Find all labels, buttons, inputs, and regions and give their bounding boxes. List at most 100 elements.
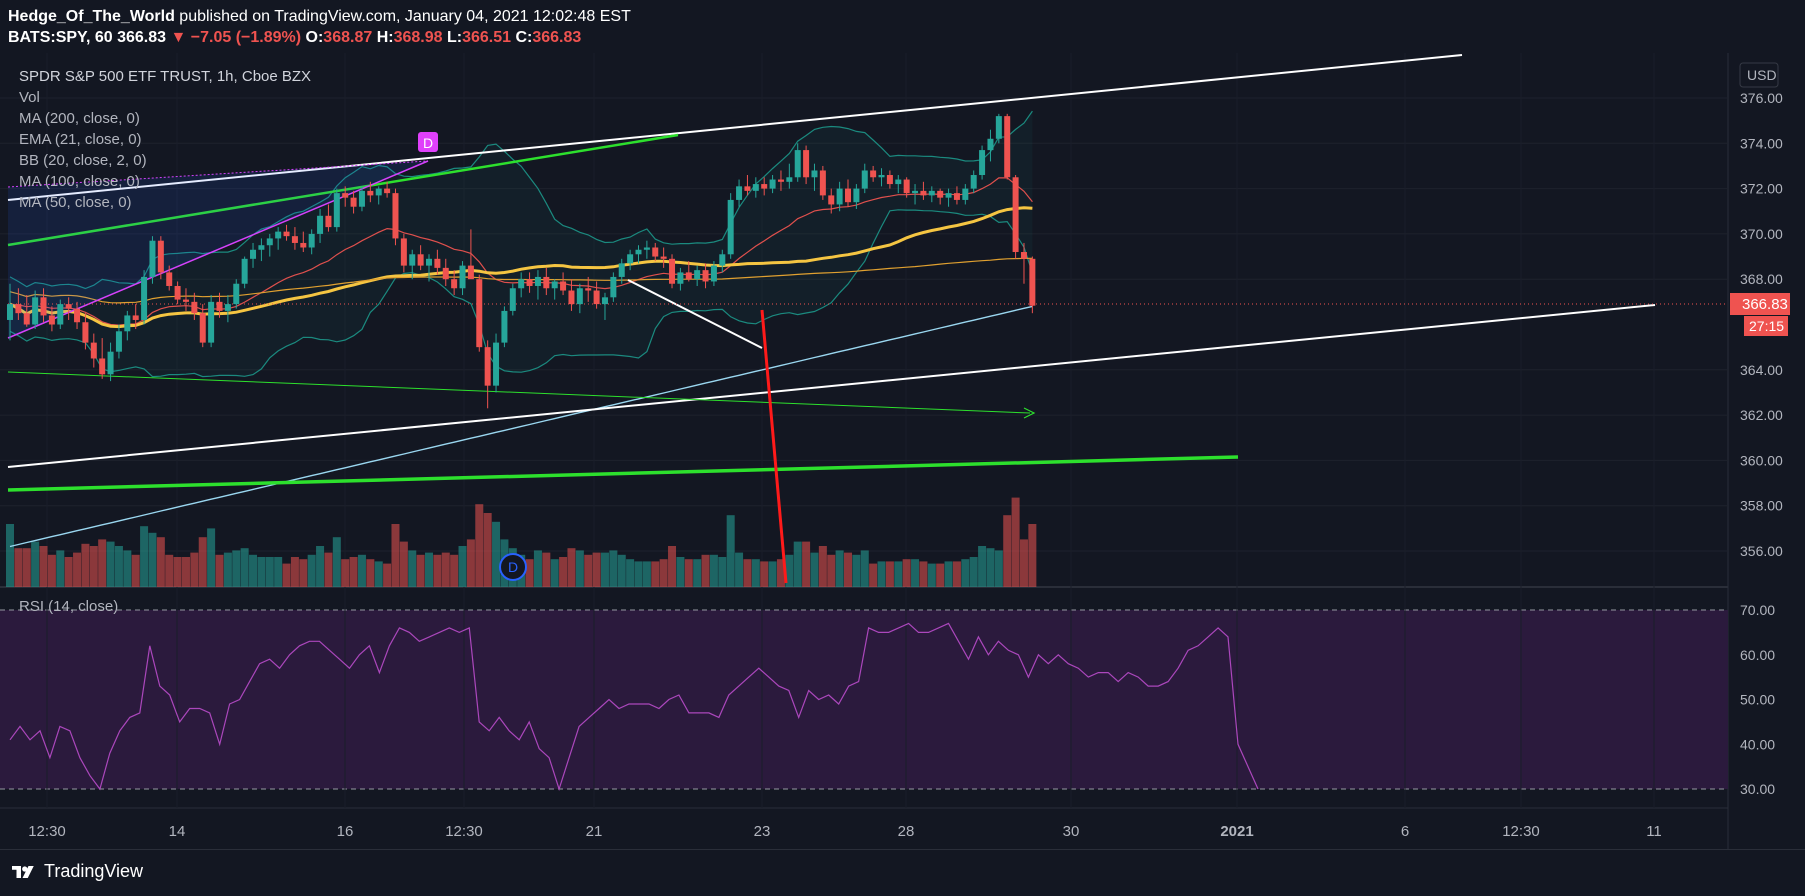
candle-body	[669, 258, 676, 284]
candle-body	[576, 288, 583, 305]
candle	[518, 272, 525, 298]
volume-bar	[190, 552, 199, 587]
candle-body	[610, 276, 617, 298]
candle-body	[685, 272, 692, 280]
legend-title[interactable]: SPDR S&P 500 ETF TRUST, 1h, Cboe BZX	[19, 68, 312, 85]
volume-bar	[894, 561, 903, 587]
candle	[400, 233, 407, 273]
candle-body	[744, 186, 751, 191]
volume-bar	[776, 559, 785, 587]
price-tick-label: 358.00	[1740, 498, 1783, 514]
candle	[90, 333, 97, 368]
green-support-line	[7, 455, 1239, 492]
legend-ma200[interactable]: MA (200, close, 0)	[19, 110, 140, 127]
volume-bar	[215, 554, 224, 587]
candle-body	[912, 190, 919, 194]
candle	[451, 270, 458, 296]
candle	[459, 261, 466, 296]
candle	[283, 224, 290, 241]
candle-body	[426, 258, 432, 266]
legend-ma50[interactable]: MA (50, close, 0)	[19, 194, 132, 211]
volume-bar	[609, 550, 618, 587]
time-tick-label: 16	[337, 823, 354, 840]
tradingview-brand[interactable]: TradingView	[44, 861, 144, 881]
symbol-label: BATS:SPY, 60	[8, 29, 113, 46]
volume-bar	[31, 541, 40, 587]
candle-body	[903, 179, 910, 194]
author-name[interactable]: Hedge_Of_The_World	[8, 8, 175, 25]
candle	[861, 163, 868, 194]
candle-body	[208, 301, 215, 343]
volume-bar	[701, 554, 710, 587]
price-chart[interactable]: 376.00 374.00 372.00 370.00 368.00 364.00 362.…	[0, 0, 1805, 849]
volume-bar	[550, 559, 559, 587]
candle	[266, 233, 273, 257]
candle-body	[601, 297, 608, 305]
candle-body	[174, 285, 181, 300]
candlesticks	[7, 113, 1036, 409]
candle-body	[107, 351, 114, 375]
volume-bar	[718, 557, 727, 587]
volume-bar	[106, 541, 115, 587]
legend-bb[interactable]: BB (20, close, 2, 0)	[19, 152, 147, 169]
volume-bar	[349, 557, 358, 587]
candle	[903, 177, 910, 198]
candle	[467, 229, 474, 280]
volume-bar	[642, 561, 651, 587]
indicator-legend: SPDR S&P 500 ETF TRUST, 1h, Cboe BZX Vol…	[19, 66, 311, 213]
candle-body	[761, 184, 768, 189]
volume-bar	[827, 554, 836, 587]
tradingview-logo-icon	[12, 866, 34, 878]
candle-body	[333, 193, 340, 228]
volume-bar	[56, 550, 65, 587]
candle-body	[241, 258, 248, 284]
legend-ema21[interactable]: EMA (21, close, 0)	[19, 131, 142, 148]
volume-bar	[408, 550, 417, 587]
dividend-marker-label: D	[508, 559, 518, 575]
candle	[643, 240, 650, 259]
time-tick-label: 12:30	[28, 823, 66, 840]
volume-bar	[383, 563, 392, 587]
candle-body	[275, 231, 282, 239]
candle-body	[141, 276, 148, 320]
rsi-tick-label: 60.00	[1740, 647, 1775, 663]
volume-bar	[1011, 497, 1020, 587]
candle	[618, 258, 625, 284]
candle-body	[878, 175, 885, 178]
legend-ma100[interactable]: MA (100, close, 0)	[19, 173, 140, 190]
volume-bar	[207, 528, 216, 587]
candle	[174, 281, 181, 305]
candle-body	[400, 238, 407, 266]
trend-drawings	[7, 54, 1728, 584]
candle	[291, 227, 298, 250]
volume-bar	[232, 550, 241, 587]
lower-channel-line	[7, 304, 1656, 468]
candle	[526, 272, 533, 293]
rsi-legend[interactable]: RSI (14, close)	[19, 598, 119, 615]
candle	[534, 270, 541, 300]
candle-body	[794, 150, 801, 178]
volume-bar	[324, 552, 333, 587]
candle-body	[300, 242, 307, 248]
candle-body	[250, 249, 257, 259]
candle-body	[593, 290, 600, 305]
candle	[702, 263, 709, 289]
candle-body	[551, 281, 558, 289]
candle-body	[115, 331, 122, 352]
currency-box	[1739, 62, 1779, 88]
candle	[669, 254, 676, 289]
volume-bar	[181, 557, 190, 587]
rsi-band	[0, 610, 1728, 789]
time-tick-label: 23	[754, 823, 771, 840]
candle-body	[224, 304, 231, 311]
candle	[593, 281, 600, 309]
volume-bar	[1028, 524, 1037, 587]
volume-bar	[441, 552, 450, 587]
legend-vol[interactable]: Vol	[19, 89, 40, 106]
candle	[937, 188, 944, 205]
candle	[300, 231, 307, 253]
candle-body	[560, 281, 567, 291]
candle-body	[191, 301, 198, 314]
candle	[995, 113, 1002, 144]
candle	[434, 249, 441, 275]
